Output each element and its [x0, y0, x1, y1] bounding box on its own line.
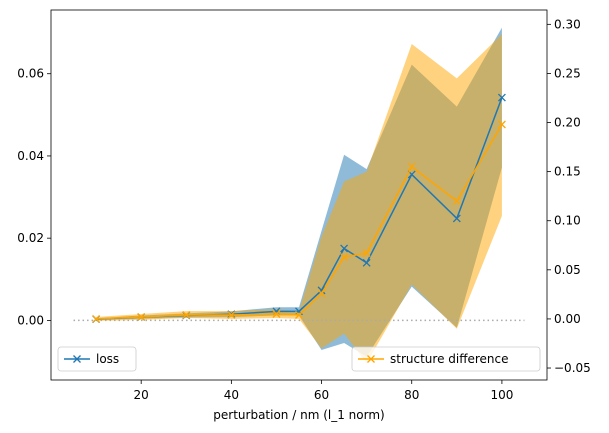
data-point-structure-difference	[227, 311, 236, 319]
data-point-structure-difference	[317, 289, 326, 298]
data-point-structure-difference	[362, 249, 371, 258]
marker-stroke	[362, 258, 371, 267]
data-point-loss	[497, 93, 506, 102]
data-point-structure-difference	[182, 311, 191, 319]
data-point-structure-difference	[497, 120, 506, 129]
x-tick-label: 100	[490, 388, 513, 402]
marker-stroke	[137, 312, 146, 321]
plot-frame	[50, 9, 548, 381]
data-point-structure-difference	[295, 311, 303, 319]
x-tick-label: 40	[224, 388, 239, 402]
right-y-tick-label: 0.00	[554, 312, 581, 326]
marker-stroke	[340, 253, 349, 262]
plot-area	[73, 27, 525, 364]
legend-structure-difference: structure difference	[351, 346, 541, 372]
right-y-tick-label: −0.05	[554, 361, 591, 375]
marker-stroke	[227, 311, 236, 319]
legend-box	[57, 346, 137, 372]
data-point-loss	[340, 244, 349, 253]
marker-stroke	[317, 289, 326, 298]
marker-stroke	[497, 120, 506, 129]
right-y-tick-label: 0.20	[554, 116, 581, 130]
left-y-tick-label: 0.04	[17, 149, 44, 163]
left-y-tick-label: 0.02	[17, 231, 44, 245]
data-point-structure-difference	[272, 310, 281, 318]
legend-marker	[73, 355, 81, 363]
legend-marker	[367, 355, 375, 363]
data-point-structure-difference	[407, 162, 416, 171]
x-axis-label: perturbation / nm (l_1 norm)	[213, 408, 384, 422]
x-tick-label: 80	[404, 388, 419, 402]
marker-stroke	[340, 244, 349, 253]
marker-stroke	[182, 311, 191, 319]
marker-stroke	[92, 314, 101, 323]
right-y-tick-label: 0.15	[554, 165, 581, 179]
marker-stroke	[295, 311, 303, 319]
x-tick-label: 60	[314, 388, 329, 402]
legend-box	[351, 346, 541, 372]
legend-label: loss	[96, 352, 119, 366]
band-structure-difference	[96, 34, 502, 364]
data-point-structure-difference	[452, 197, 461, 206]
series-line-structure-difference	[96, 124, 503, 320]
x-axis-label-group: perturbation / nm (l_1 norm)	[213, 408, 384, 422]
right-y-tick-label: 0.10	[554, 214, 581, 228]
marker-stroke	[407, 162, 416, 171]
data-point-loss	[362, 258, 371, 267]
marker-stroke	[317, 286, 326, 295]
legend-label: structure difference	[390, 352, 509, 366]
data-point-loss	[317, 286, 326, 295]
marker-stroke	[452, 214, 461, 223]
marker-stroke	[272, 310, 281, 318]
left-y-tick-label: 0.00	[17, 313, 44, 327]
data-point-structure-difference	[340, 253, 349, 262]
marker-stroke	[452, 197, 461, 206]
x-tick-label: 20	[134, 388, 149, 402]
legend-loss: loss	[57, 346, 137, 372]
marker-stroke	[362, 249, 371, 258]
right-y-tick-label: 0.25	[554, 66, 581, 80]
marker-stroke	[407, 170, 416, 179]
data-point-structure-difference	[137, 312, 146, 321]
marker-stroke	[497, 93, 506, 102]
right-y-tick-label: 0.30	[554, 17, 581, 31]
data-point-loss	[452, 214, 461, 223]
left-y-tick-label: 0.06	[17, 67, 44, 81]
marker-stroke	[295, 307, 303, 316]
data-point-structure-difference	[92, 314, 101, 323]
right-y-tick-label: 0.05	[554, 263, 581, 277]
